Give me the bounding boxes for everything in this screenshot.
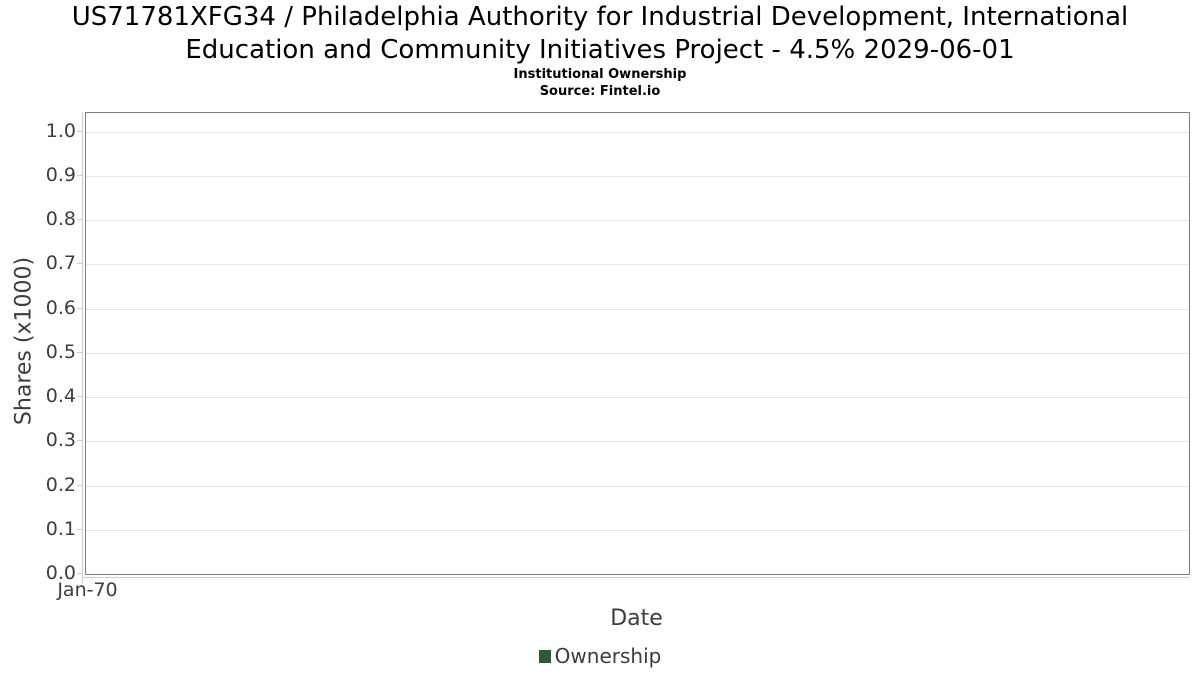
gridline xyxy=(86,175,1189,177)
y-tick-label: 1.0 xyxy=(45,119,76,142)
y-tick-mark xyxy=(77,573,82,574)
legend-marker-ownership xyxy=(538,649,551,663)
y-tick-label: 0.5 xyxy=(45,340,76,363)
y-tick-mark xyxy=(77,130,82,132)
y-tick-label: 0.9 xyxy=(45,163,76,186)
y-tick-label: 0.6 xyxy=(45,296,76,319)
gridline xyxy=(86,220,1189,222)
x-tick-label: Jan-70 xyxy=(57,579,118,601)
y-tick-label: 0.8 xyxy=(45,208,76,231)
y-tick-mark xyxy=(77,263,82,265)
y-tick-mark xyxy=(77,440,82,442)
y-tick-mark xyxy=(77,174,82,176)
y-tick-mark xyxy=(77,219,82,221)
gridline xyxy=(86,264,1189,266)
gridline xyxy=(86,131,1189,133)
legend-label-ownership: Ownership xyxy=(554,644,662,668)
plot-area xyxy=(85,112,1190,575)
y-tick-label: 0.3 xyxy=(45,429,76,452)
chart-title: US71781XFG34 / Philadelphia Authority fo… xyxy=(0,1,1200,67)
chart-title-line-1: US71781XFG34 / Philadelphia Authority fo… xyxy=(71,2,1129,32)
gridline xyxy=(86,308,1189,310)
y-tick-label: 0.0 xyxy=(45,562,76,584)
y-axis-line xyxy=(82,112,83,583)
gridline xyxy=(86,441,1189,443)
y-tick-label: 0.1 xyxy=(45,517,76,540)
y-tick-mark xyxy=(77,307,82,309)
x-axis-line xyxy=(82,577,1190,578)
y-tick-label: 0.4 xyxy=(45,385,76,407)
y-tick-mark xyxy=(77,484,82,486)
gridline xyxy=(86,529,1189,531)
gridline xyxy=(86,352,1189,354)
gridline xyxy=(86,397,1189,398)
gridline xyxy=(86,485,1189,487)
x-axis-title: Date xyxy=(610,606,663,631)
y-tick-label: 0.7 xyxy=(45,252,76,275)
y-tick-label: 0.2 xyxy=(45,473,76,496)
chart-title-line-2: Education and Community Initiatives Proj… xyxy=(185,35,1015,65)
y-tick-mark xyxy=(77,396,82,397)
legend[interactable]: Ownership xyxy=(0,644,1200,668)
y-tick-mark xyxy=(77,528,82,530)
chart-subtitle: Institutional Ownership xyxy=(513,67,687,82)
y-tick-mark xyxy=(77,351,82,353)
chart-source-credit: Source: Fintel.io xyxy=(539,84,661,99)
